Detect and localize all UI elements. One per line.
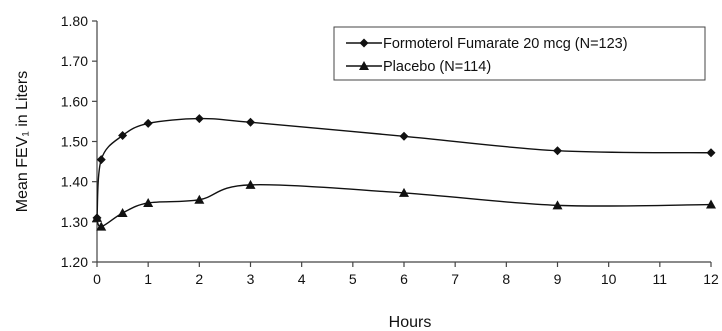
triangle-marker: [96, 221, 107, 231]
y-axis-ticks: 1.20 1.30 1.40 1.50 1.60 1.70 1.80: [61, 13, 97, 270]
triangle-marker: [143, 197, 154, 207]
series-group: [92, 114, 716, 231]
diamond-marker: [246, 117, 255, 127]
diamond-marker: [553, 146, 562, 156]
x-tick-label: 7: [451, 271, 459, 287]
x-tick-label: 8: [502, 271, 510, 287]
x-axis-ticks: 0 1 2 3 4 5 6 7 8 9 10 11 12: [93, 262, 719, 287]
diamond-marker: [143, 118, 153, 128]
triangle-marker: [399, 187, 409, 197]
y-tick-label: 1.30: [61, 214, 88, 230]
legend-label: Placebo (N=114): [383, 59, 491, 75]
y-tick-label: 1.70: [61, 53, 88, 69]
x-tick-label: 4: [298, 271, 306, 287]
legend: Formoterol Fumarate 20 mcg (N=123) Placeb…: [333, 26, 706, 81]
diamond-marker: [359, 38, 369, 48]
x-tick-label: 3: [247, 271, 255, 287]
diamond-marker: [399, 131, 409, 141]
y-tick-label: 1.60: [61, 93, 88, 109]
x-tick-label: 10: [601, 271, 617, 287]
triangle-marker: [92, 212, 102, 222]
x-tick-label: 11: [653, 271, 668, 287]
y-tick-label: 1.40: [61, 174, 88, 190]
y-tick-label: 1.80: [61, 13, 88, 29]
triangle-marker: [245, 179, 256, 189]
diamond-marker: [96, 155, 106, 165]
y-tick-label: 1.50: [61, 134, 88, 150]
triangle-marker: [706, 199, 716, 209]
x-tick-label: 1: [144, 271, 152, 287]
triangle-marker: [552, 200, 563, 210]
diamond-marker: [118, 130, 128, 140]
x-axis-title: Hours: [389, 314, 432, 331]
y-tick-label: 1.20: [61, 254, 88, 270]
x-tick-label: 2: [195, 271, 203, 287]
triangle-marker: [359, 61, 369, 70]
x-tick-label: 9: [554, 271, 562, 287]
triangle-marker: [194, 194, 205, 204]
x-tick-label: 12: [703, 271, 719, 287]
triangle-marker: [117, 207, 128, 217]
x-tick-label: 5: [349, 271, 357, 287]
diamond-marker: [194, 114, 204, 124]
series-placebo: [92, 179, 716, 231]
x-tick-label: 6: [400, 271, 408, 287]
diamond-marker: [706, 148, 716, 158]
legend-label: Formoterol Fumarate 20 mcg (N=123): [383, 36, 628, 52]
y-axis-title: Mean FEV₁ in Liters: [14, 71, 31, 212]
x-tick-label: 0: [93, 271, 101, 287]
legend-box: [333, 26, 706, 81]
